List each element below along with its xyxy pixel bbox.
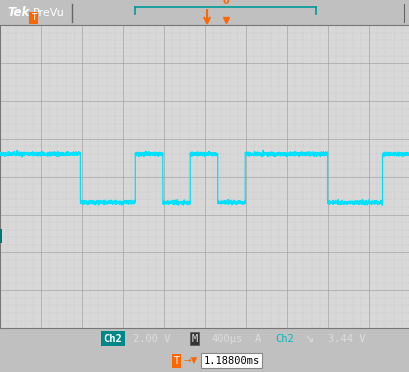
Text: A: A [254, 334, 261, 344]
Text: Ch2: Ch2 [103, 334, 122, 344]
Text: T: T [31, 13, 36, 22]
Text: →▼: →▼ [183, 356, 198, 365]
Text: 3.44 V: 3.44 V [327, 334, 364, 344]
Text: M: M [191, 334, 198, 344]
Text: 400μs: 400μs [211, 334, 243, 344]
Text: Ch2: Ch2 [275, 334, 294, 344]
Text: ↘: ↘ [304, 334, 313, 344]
Text: Tek: Tek [7, 6, 30, 19]
Text: 0: 0 [222, 0, 228, 6]
Text: 1.18800ms: 1.18800ms [203, 356, 259, 366]
Text: 2.00 V: 2.00 V [133, 334, 170, 344]
Text: T: T [173, 356, 179, 366]
Text: PreVu: PreVu [33, 8, 64, 17]
